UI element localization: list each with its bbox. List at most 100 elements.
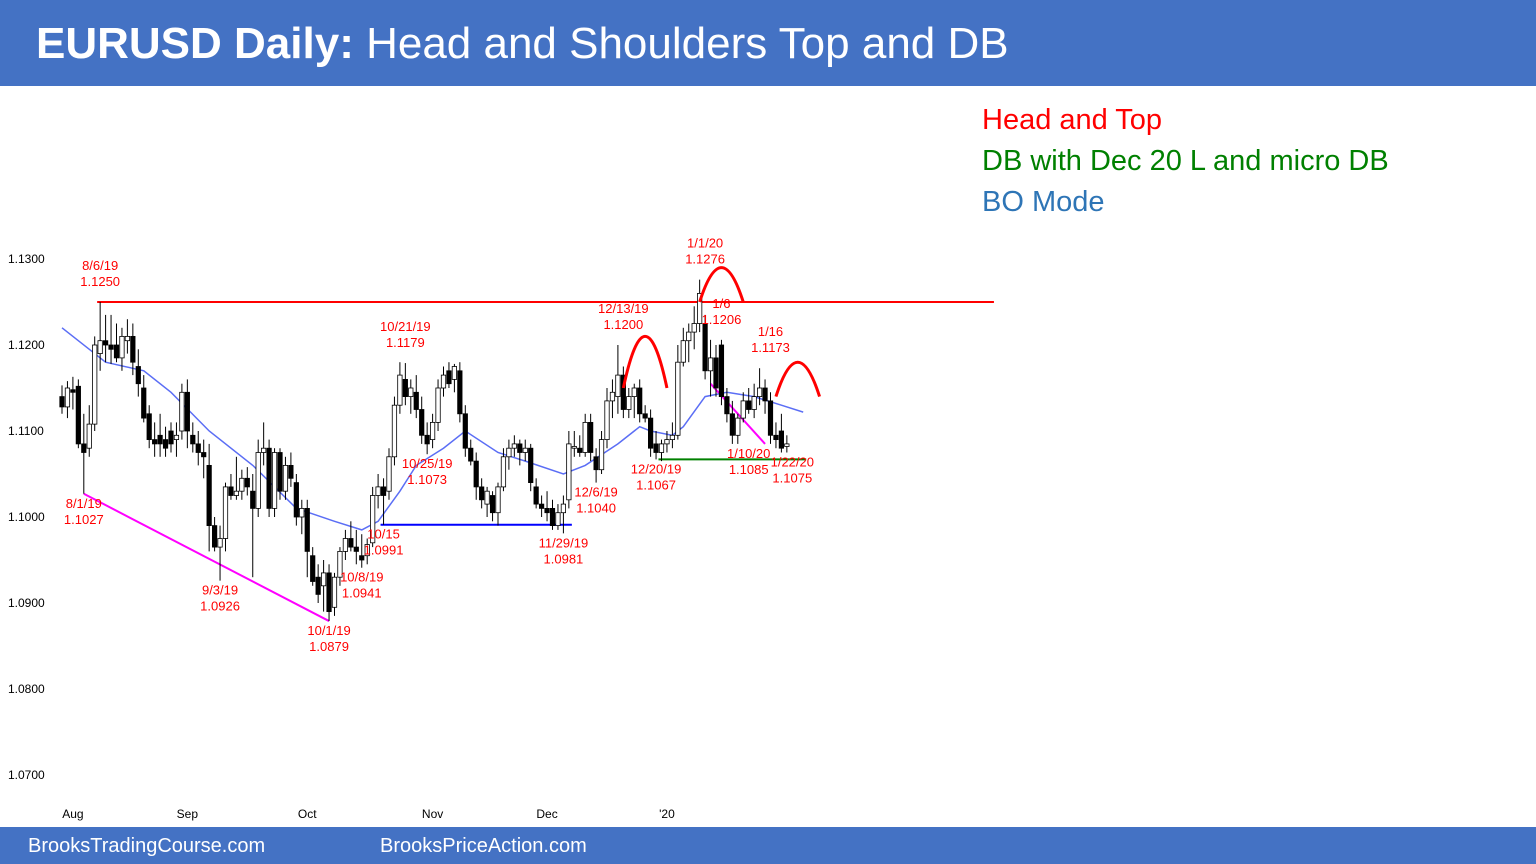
- swing-annotation: 12/13/19 1.1200: [598, 301, 649, 332]
- swing-annotation: 8/6/19 1.1250: [80, 258, 120, 289]
- candle: [778, 413, 785, 453]
- candle-body-bull: [86, 423, 92, 449]
- candle-body-bull: [222, 486, 229, 539]
- candle: [729, 400, 735, 444]
- candle: [664, 431, 670, 453]
- candle-body-bear: [157, 434, 163, 445]
- x-tick-label: Aug: [62, 807, 83, 821]
- candle-body-bull: [500, 456, 507, 488]
- candle: [315, 564, 321, 603]
- candle-body-bull: [255, 452, 261, 509]
- candle-body-bear: [468, 447, 474, 462]
- title-instrument: EURUSD Daily:: [36, 19, 354, 68]
- trendline-0: [83, 492, 330, 622]
- candle: [271, 448, 278, 517]
- candle: [440, 366, 447, 397]
- candle-body-bull: [337, 551, 343, 578]
- candle-body-bear: [528, 447, 534, 484]
- y-tick-label: 1.1300: [8, 252, 45, 266]
- candle-body-bull: [669, 434, 676, 440]
- note-double-bottom: DB with Dec 20 L and micro DB: [982, 145, 1389, 177]
- candle: [615, 345, 621, 414]
- candle: [637, 379, 643, 423]
- candle-body-bull: [429, 421, 436, 440]
- candle-body-bull: [707, 357, 714, 372]
- candle: [370, 486, 376, 548]
- candle: [435, 379, 441, 431]
- candle: [631, 383, 637, 419]
- candle-body-bear: [588, 421, 594, 453]
- candle: [326, 564, 332, 622]
- candle-body-bear: [773, 434, 779, 440]
- pattern-arc-1: [698, 266, 745, 303]
- candle: [751, 383, 757, 419]
- candle-body-bear: [141, 387, 147, 419]
- candle-body-bear: [462, 413, 468, 449]
- candle: [746, 388, 752, 414]
- candle: [386, 448, 392, 500]
- candle-body-bull: [626, 396, 632, 410]
- candle: [375, 474, 381, 509]
- footer-link-price-action[interactable]: BrooksPriceAction.com: [380, 835, 587, 857]
- candle-body-bear: [593, 456, 599, 471]
- candle: [626, 388, 632, 419]
- candle: [707, 339, 714, 397]
- candle: [506, 439, 512, 470]
- candle: [201, 439, 207, 479]
- pattern-arc-2: [774, 360, 821, 398]
- candle-body-bear: [310, 555, 316, 582]
- candle-body-bear: [326, 572, 332, 613]
- candle: [593, 448, 599, 483]
- candle: [113, 323, 120, 363]
- candle-body-bear: [539, 503, 545, 509]
- candle: [724, 388, 730, 423]
- candle-body-bear: [746, 400, 752, 410]
- candle: [157, 413, 163, 457]
- pattern-arc-0: [621, 335, 669, 389]
- candle-body-bull: [173, 434, 180, 440]
- candle: [697, 279, 703, 333]
- x-tick-label: '20: [659, 807, 675, 821]
- candle: [539, 495, 545, 517]
- footer-link-trading-course[interactable]: BrooksTradingCourse.com: [28, 835, 266, 857]
- x-tick-label: Oct: [298, 807, 317, 821]
- candle-body-bear: [729, 413, 735, 436]
- candle-body-bull: [757, 387, 763, 397]
- candle: [222, 482, 229, 552]
- candle-body-bear: [479, 486, 485, 501]
- candle-body-bull: [92, 344, 98, 425]
- candle: [446, 362, 452, 388]
- candle-body-bull: [740, 400, 746, 419]
- candle: [179, 383, 185, 440]
- candle-body-bull: [124, 335, 130, 342]
- candle: [544, 491, 550, 522]
- swing-annotation: 1/1/20 1.1276: [685, 236, 725, 267]
- candle-body-bear: [201, 452, 207, 458]
- candle: [141, 375, 147, 423]
- candle: [457, 362, 463, 423]
- candle-body-bear: [168, 430, 174, 445]
- candle-body-bear: [778, 430, 785, 449]
- candle: [103, 314, 109, 363]
- candle: [653, 431, 659, 460]
- x-tick-label: Dec: [536, 807, 557, 821]
- candle-body-bull: [217, 538, 223, 548]
- candle-body-bull: [261, 447, 267, 453]
- candle: [97, 302, 103, 371]
- note-head-and-top: Head and Top: [982, 104, 1163, 136]
- candle: [549, 499, 556, 530]
- swing-annotation: 10/21/19 1.1179: [380, 319, 431, 350]
- candle: [173, 422, 180, 457]
- candle-body-bull: [751, 396, 757, 410]
- candle: [70, 376, 76, 410]
- candle: [511, 435, 517, 457]
- swing-annotation: 11/29/19 1.0981: [539, 535, 589, 566]
- candle-body-bear: [304, 507, 310, 552]
- candle-body-bull: [675, 361, 681, 436]
- candle: [648, 409, 654, 457]
- x-axis: Aug Sep Oct Nov Dec '20: [62, 807, 675, 821]
- candle: [762, 379, 768, 414]
- candle-body-bear: [359, 555, 365, 561]
- candle: [288, 452, 294, 487]
- candle: [767, 392, 774, 444]
